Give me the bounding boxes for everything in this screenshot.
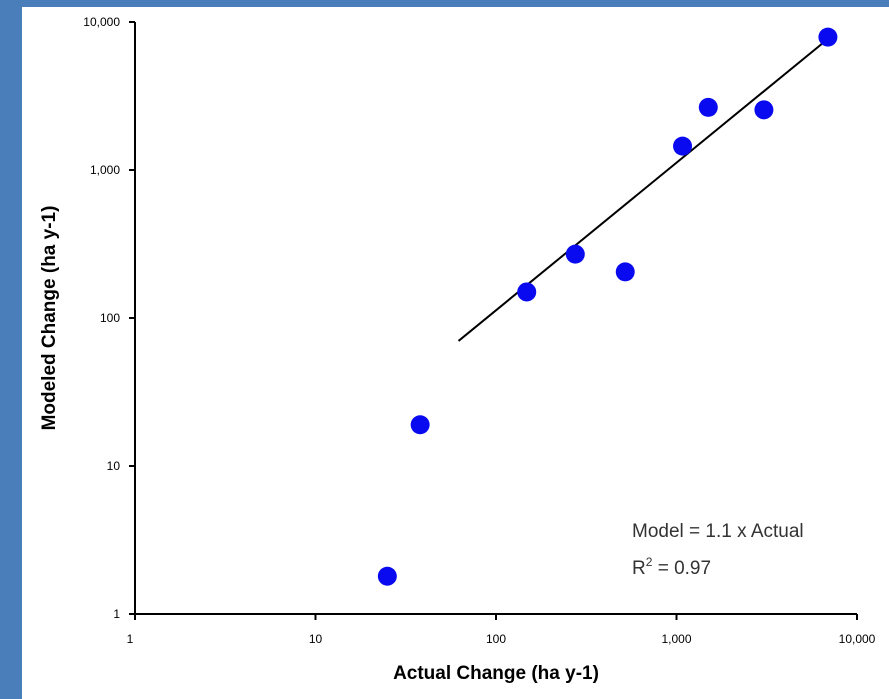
y-tick-label: 1 bbox=[113, 607, 120, 621]
y-tick-label: 10,000 bbox=[83, 15, 120, 29]
x-tick-label: 100 bbox=[486, 632, 506, 646]
data-point bbox=[410, 415, 430, 435]
data-point bbox=[377, 566, 397, 586]
x-tick-label: 1 bbox=[127, 632, 134, 646]
y-axis-title: Modeled Change (ha y-1) bbox=[39, 206, 60, 431]
x-tick-label: 10,000 bbox=[839, 632, 876, 646]
data-point bbox=[517, 282, 537, 302]
r-squared-label: R2 = 0.97 bbox=[632, 555, 711, 579]
x-axis-title: Actual Change (ha y-1) bbox=[393, 663, 599, 684]
y-tick-label: 10 bbox=[107, 459, 121, 473]
data-point bbox=[698, 97, 718, 117]
r-squared-superscript: 2 bbox=[646, 555, 653, 569]
r-squared-value: = 0.97 bbox=[652, 558, 711, 579]
data-point bbox=[565, 244, 585, 264]
top-border-band bbox=[0, 0, 889, 7]
fit-line bbox=[457, 37, 830, 342]
tick-labels: 1 10 100 1,000 10,000 1 10 100 1,000 10,000 bbox=[83, 15, 875, 646]
x-tick-label: 1,000 bbox=[661, 632, 691, 646]
data-point bbox=[673, 136, 693, 156]
data-point bbox=[818, 27, 838, 47]
data-point bbox=[615, 262, 635, 282]
fit-equation-label: Model = 1.1 x Actual bbox=[632, 521, 804, 542]
ticks bbox=[129, 21, 858, 620]
r-squared-prefix: R bbox=[632, 558, 646, 579]
x-tick-label: 10 bbox=[309, 632, 323, 646]
chart-panel bbox=[22, 7, 889, 699]
data-points bbox=[377, 27, 838, 586]
y-tick-label: 100 bbox=[100, 311, 120, 325]
y-tick-label: 1,000 bbox=[90, 163, 120, 177]
data-point bbox=[754, 100, 774, 120]
